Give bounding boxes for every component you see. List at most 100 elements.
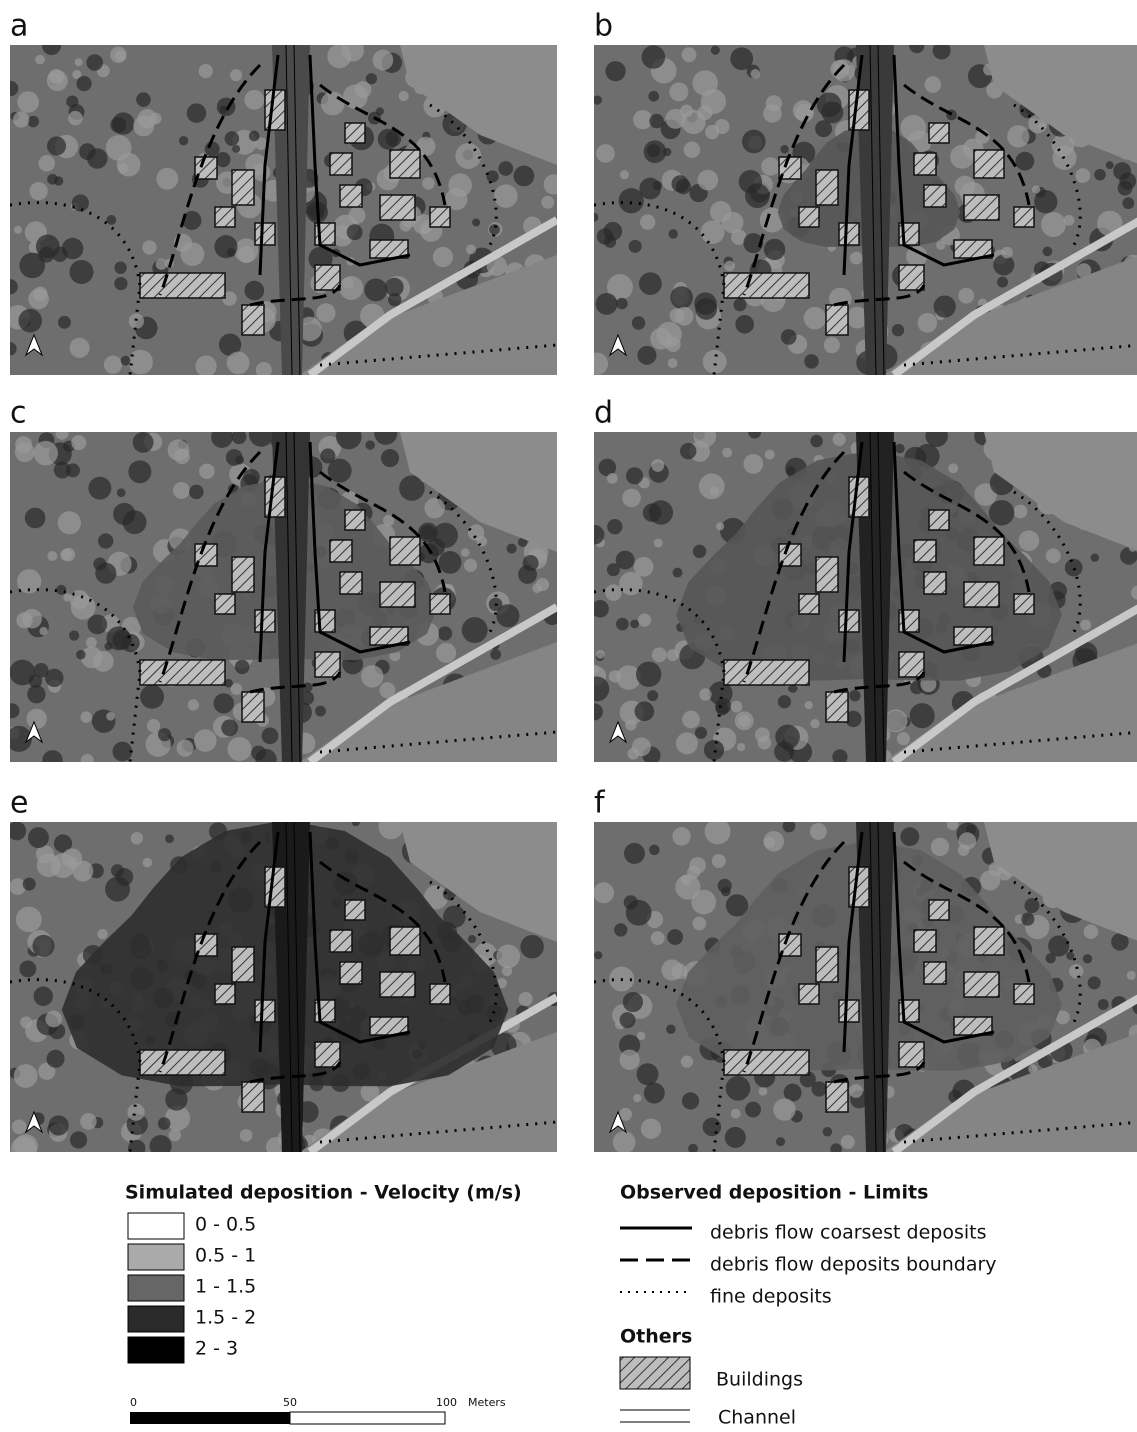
scale-bar xyxy=(130,1412,290,1424)
tree xyxy=(58,316,71,329)
scale-label: 50 xyxy=(283,1396,297,1409)
tree xyxy=(619,1049,639,1069)
tree xyxy=(140,685,164,709)
tree xyxy=(638,613,651,626)
building xyxy=(974,537,1004,565)
tree xyxy=(42,36,61,55)
map-panel xyxy=(586,38,1137,381)
building xyxy=(929,900,949,920)
tree xyxy=(745,1102,761,1118)
tree xyxy=(520,935,544,959)
tree xyxy=(27,685,45,703)
tree xyxy=(695,727,707,739)
building xyxy=(826,1082,848,1112)
tree xyxy=(1013,505,1027,519)
tree xyxy=(616,618,629,631)
building-swatch xyxy=(620,1357,690,1389)
tree xyxy=(80,711,91,722)
building xyxy=(816,170,838,205)
tree xyxy=(76,650,86,660)
tree xyxy=(900,827,919,846)
tree xyxy=(764,239,785,260)
building xyxy=(330,540,352,562)
tree xyxy=(596,144,615,163)
tree xyxy=(174,449,189,464)
tree xyxy=(143,858,153,868)
tree xyxy=(23,878,36,891)
tree xyxy=(26,709,46,729)
tree xyxy=(502,966,512,976)
velocity-swatch xyxy=(128,1244,184,1270)
building xyxy=(964,195,999,220)
tree xyxy=(765,450,775,460)
tree xyxy=(623,992,643,1012)
building xyxy=(799,207,819,227)
tree xyxy=(179,136,188,145)
tree xyxy=(910,703,935,728)
tree xyxy=(781,329,797,345)
tree xyxy=(830,1143,842,1155)
legend-title: Observed deposition - Limits xyxy=(620,1182,928,1204)
building xyxy=(255,223,275,245)
tree xyxy=(665,109,685,129)
tree xyxy=(633,1094,641,1102)
tree xyxy=(900,115,926,141)
tree xyxy=(33,441,57,465)
tree xyxy=(49,1115,69,1135)
tree xyxy=(249,422,274,447)
tree xyxy=(666,1024,676,1034)
tree xyxy=(256,362,272,378)
tree xyxy=(637,346,656,365)
tree xyxy=(71,595,96,620)
tree xyxy=(112,742,132,762)
tree xyxy=(1065,559,1083,577)
tree xyxy=(455,143,481,169)
building xyxy=(380,195,415,220)
tree xyxy=(763,831,784,852)
building xyxy=(232,170,254,205)
tree xyxy=(142,240,156,254)
tree xyxy=(716,522,724,530)
tree xyxy=(605,61,625,81)
velocity-swatch xyxy=(128,1337,184,1363)
tree xyxy=(243,469,260,486)
tree xyxy=(594,951,602,959)
tree xyxy=(925,76,942,93)
tree xyxy=(766,95,782,111)
building xyxy=(340,962,362,984)
tree xyxy=(705,819,731,845)
tree xyxy=(54,462,71,479)
velocity-swatch xyxy=(128,1275,184,1301)
tree xyxy=(670,286,693,309)
tree xyxy=(918,313,938,333)
building xyxy=(914,153,936,175)
tree xyxy=(1094,169,1106,181)
tree xyxy=(693,545,706,558)
tree xyxy=(1083,954,1092,963)
tree xyxy=(225,131,240,146)
tree xyxy=(422,177,434,189)
tree xyxy=(12,1119,27,1134)
tree xyxy=(596,650,605,659)
tree xyxy=(650,328,672,350)
tree xyxy=(692,917,706,931)
tree xyxy=(343,84,368,109)
panel-label: d xyxy=(594,396,613,431)
tree xyxy=(25,508,46,529)
tree xyxy=(634,557,654,577)
tree xyxy=(607,563,620,576)
tree xyxy=(498,161,513,176)
legend-item: 0.5 - 1 xyxy=(195,1245,256,1267)
tree xyxy=(810,823,827,840)
tree xyxy=(352,818,360,826)
tree xyxy=(507,544,517,554)
tree xyxy=(614,923,627,936)
tree xyxy=(262,727,279,744)
tree xyxy=(737,743,745,751)
tree xyxy=(722,212,743,233)
building xyxy=(816,947,838,982)
tree xyxy=(365,440,374,449)
tree xyxy=(3,279,18,294)
tree xyxy=(684,142,700,158)
tree xyxy=(121,356,131,366)
